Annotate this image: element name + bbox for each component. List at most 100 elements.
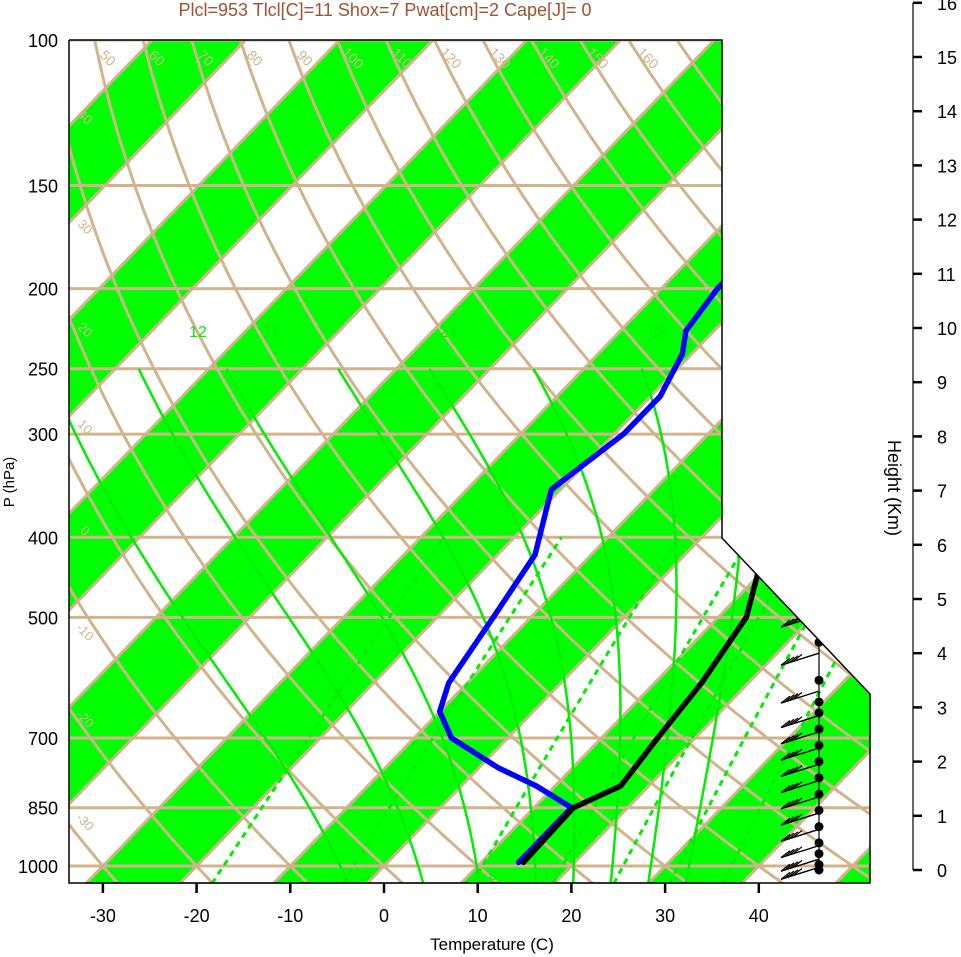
wind-barb-flag [773,190,787,199]
moist-adiabat [69,368,350,883]
wind-barb-feather [784,656,795,665]
wind-barb-feather [784,870,795,879]
isotherm-line [537,40,870,883]
wind-barb-feather [784,800,795,809]
isotherm-label: 0 [722,456,742,476]
isotherm-line [69,40,659,883]
wind-barb-staff [772,439,820,448]
y-tick-label: 100 [28,31,58,51]
wind-barb-feather [772,508,783,517]
wind-barb-feather [784,586,795,594]
wind-barb-flag [773,81,787,90]
moist-adiabat [225,368,481,883]
wind-barb-feather [784,751,795,760]
y-tick-label: 300 [28,425,58,445]
wind-barb-feather [788,861,799,870]
wind-barb-feather [788,798,799,807]
dry-adiabat [368,40,870,883]
isotherm-line [256,40,870,883]
wind-barb-staff [772,309,820,318]
isotherm-line [69,40,565,883]
wind-barb-feather [784,767,795,776]
height-marker-open [815,40,823,44]
y-tick-label: 500 [28,608,58,628]
moist-adiabat-label: 24 [439,324,457,341]
wind-barb-feather [780,509,791,518]
wind-barb-feather [776,509,787,518]
height-tick-label: 12 [937,211,957,231]
x-tick-label: 10 [468,906,488,926]
left-isopleth-label: -10 [73,620,97,644]
wind-barb-feather [784,369,795,378]
wind-barb-feather [780,801,791,810]
wind-barb-feather [780,833,791,842]
wind-barb-staff [780,779,820,794]
wind-barb-staff [780,582,820,596]
wind-barb-feather [784,816,795,825]
wind-barb-feather [792,653,803,662]
wind-barb-staff [772,249,820,259]
wind-barb-feather [784,832,795,841]
wind-barb-staff [780,714,820,729]
wind-barb-feather [780,785,791,794]
height-marker [814,697,824,707]
height-marker [814,708,824,718]
height-tick-label: 7 [937,482,947,502]
dry-adiabat [69,40,327,883]
wind-barb-feather [792,691,803,700]
mixing-ratio-line [471,536,680,883]
mixing-ratio-line [612,536,806,883]
wind-barb-staff [780,812,820,826]
x-tick-label: 20 [561,906,581,926]
x-tick-label: -10 [277,906,303,926]
wind-barb-feather [780,244,791,253]
isotherm-line [69,40,471,883]
wind-barb-feather [780,368,791,377]
height-marker [814,822,824,832]
y-tick-label: 850 [28,799,58,819]
mixing-ratio-line [210,536,446,883]
wind-barb-feather [788,782,799,791]
wind-barb-feather [784,848,795,857]
y-axis: 1000 850 700 500 400 300 250 200 150 100 [18,31,58,877]
mixing-ratio-line [551,536,752,883]
isotherm-label: 10 [721,339,748,366]
wind-barb-staff [772,195,820,205]
wind-barb-feather [792,830,803,839]
height-marker [814,789,824,799]
dry-adiabat [69,40,231,883]
height-marker [814,838,824,848]
x-tick-label: 40 [749,906,769,926]
y-tick-label: 250 [28,360,58,380]
wind-barb-feather [792,813,803,822]
left-isopleth-label: -30 [73,810,97,834]
wind-barb-feather [788,717,799,726]
moist-adiabat [337,368,537,883]
height-tick-label: 14 [937,102,957,122]
height-marker [814,518,824,528]
wind-barb-staff [780,747,820,761]
y-tick-label: 200 [28,280,58,300]
wind-barb-feather [788,584,799,593]
isotherm-line [69,40,846,883]
dry-adiabat-label: 120 [437,44,465,72]
x-tick-label: -30 [90,906,116,926]
height-marker [814,290,824,300]
wind-barb-feather [788,617,799,626]
wind-barb-staff [772,40,820,42]
wind-barb-feather [788,733,799,742]
wind-barb-feather [788,815,799,824]
height-marker [814,377,824,387]
wind-barb-feather [788,847,799,856]
band [444,40,870,883]
height-tick-label: 2 [937,753,947,773]
wind-barb-feather [792,846,803,855]
dry-adiabat [69,40,519,883]
height-tick-label: 15 [937,48,957,68]
dry-adiabat [0,2,36,900]
height-marker [814,101,824,111]
isotherm-line [443,40,870,883]
wind-barb-feather [780,863,791,872]
wind-barb-flag [773,304,787,313]
